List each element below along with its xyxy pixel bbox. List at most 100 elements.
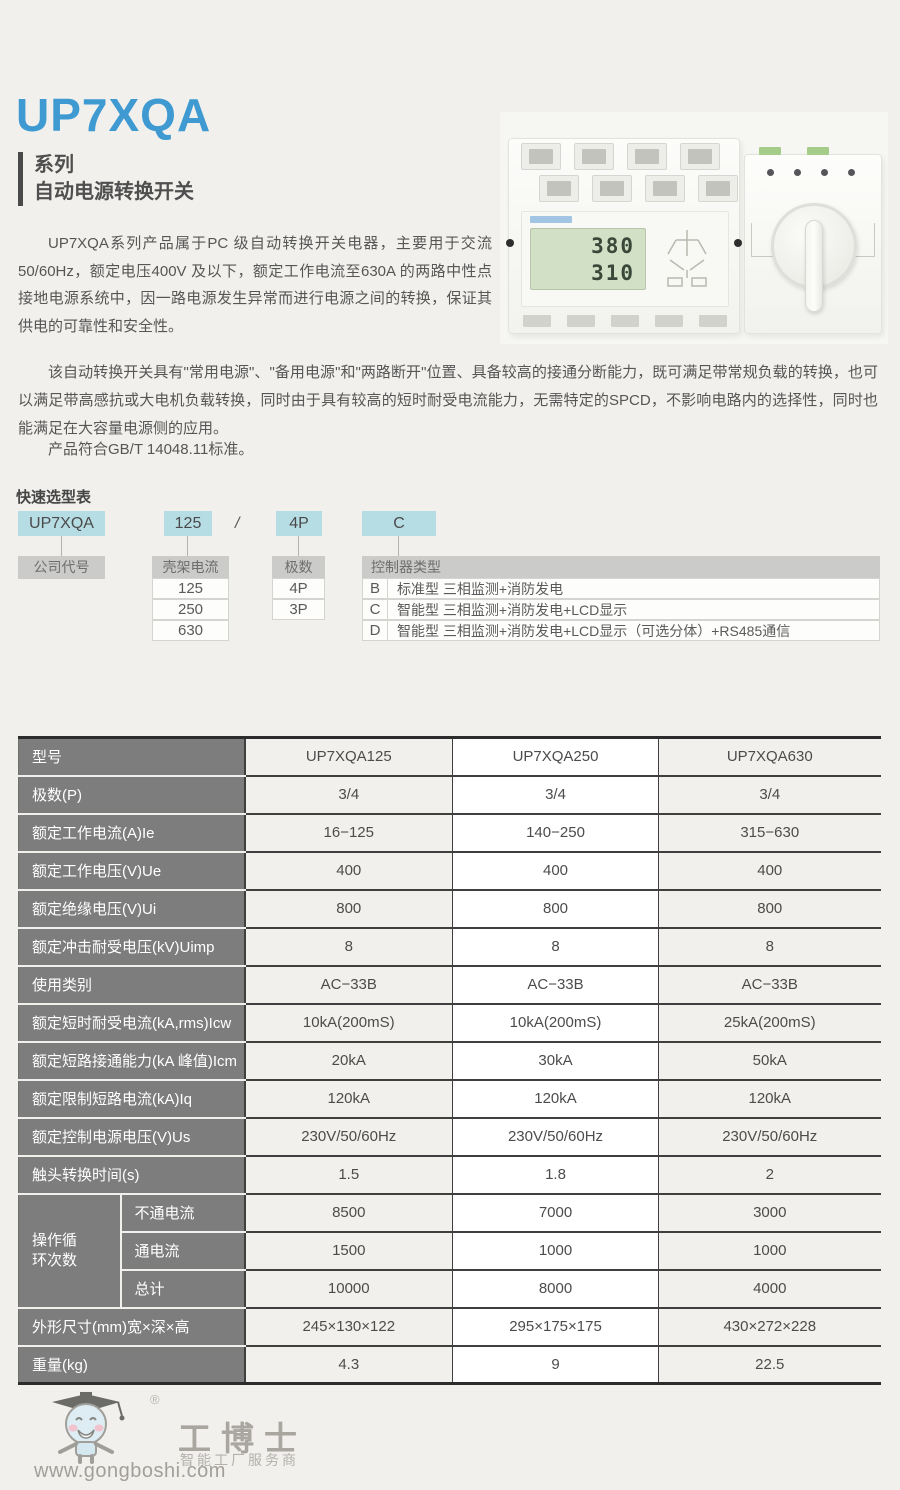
table-row: 通电流 1500 1000 1000 bbox=[19, 1231, 881, 1271]
cell: AC−33B bbox=[658, 965, 881, 1005]
website-text: www.gongboshi.com bbox=[34, 1460, 226, 1482]
table-row: 重量(kg) 4.3 9 22.5 bbox=[18, 1345, 881, 1384]
selector-code-current: 125 bbox=[164, 511, 212, 536]
row-label: 额定控制电源电压(V)Us bbox=[18, 1117, 245, 1157]
cell: 800 bbox=[243, 889, 453, 929]
cell: 10kA(200mS) bbox=[452, 1003, 659, 1043]
cell: 8 bbox=[658, 927, 881, 967]
lcd-display: 380 310 bbox=[530, 228, 646, 290]
table-row: 额定冲击耐受电压(kV)Uimp 8 8 8 bbox=[18, 927, 881, 967]
connector-line bbox=[398, 536, 399, 556]
subtitle-series: 系列 bbox=[34, 154, 74, 176]
cell: 2 bbox=[658, 1155, 881, 1195]
selector-heading: 快速选型表 bbox=[16, 489, 92, 506]
table-row: 额定短路接通能力(kA 峰值)Icm 20kA 30kA 50kA bbox=[18, 1041, 881, 1081]
cell: 8500 bbox=[243, 1193, 453, 1233]
cycle-group-label: 操作循 环次数 bbox=[18, 1193, 122, 1309]
row-label: 额定工作电流(A)Ie bbox=[18, 813, 245, 853]
cell: 400 bbox=[452, 851, 659, 891]
footer-logo: ® 工博士 智能工厂服务商 www.gongboshi.com bbox=[0, 1384, 420, 1490]
logo-text: 工博士 bbox=[178, 1419, 307, 1458]
intro-paragraph-2: 该自动转换开关具有"常用电源"、"备用电源"和"两路断开"位置、具备较高的接通分… bbox=[18, 364, 878, 437]
row-sublabel: 总计 bbox=[120, 1269, 245, 1309]
cell: 400 bbox=[658, 851, 881, 891]
intro-paragraph-1: UP7XQA系列产品属于PC 级自动转换开关电器，主要用于交流50/60Hz，额… bbox=[18, 235, 492, 335]
cell: AC−33B bbox=[243, 965, 453, 1005]
table-row: 使用类别 AC−33B AC−33B AC−33B bbox=[18, 965, 881, 1005]
cell: 22.5 bbox=[658, 1345, 881, 1384]
cell: UP7XQA250 bbox=[452, 737, 659, 777]
cell: 50kA bbox=[658, 1041, 881, 1081]
connector-line bbox=[61, 536, 62, 556]
table-row: 额定工作电流(A)Ie 16−125 140−250 315−630 bbox=[18, 813, 881, 853]
cell: 4000 bbox=[658, 1269, 881, 1309]
current-option: 630 bbox=[152, 620, 229, 641]
selector-label-controller: 控制器类型 bbox=[362, 556, 880, 579]
cell: 1000 bbox=[452, 1231, 659, 1271]
cell: 10kA(200mS) bbox=[243, 1003, 453, 1043]
controller-option-desc: 智能型 三相监测+消防发电+LCD显示（可选分体）+RS485通信 bbox=[387, 620, 880, 641]
rotary-knob bbox=[771, 203, 857, 312]
cell: 245×130×122 bbox=[243, 1307, 453, 1347]
cell: 4.3 bbox=[243, 1345, 453, 1384]
cell: 8000 bbox=[452, 1269, 659, 1309]
selector-code-controller: C bbox=[362, 511, 436, 536]
cell: 9 bbox=[452, 1345, 659, 1384]
cell: 800 bbox=[658, 889, 881, 929]
terminal-row-top bbox=[521, 143, 720, 170]
row-label: 额定限制短路电流(kA)Iq bbox=[18, 1079, 245, 1119]
cell: 7000 bbox=[452, 1193, 659, 1233]
display-panel: 380 310 bbox=[521, 211, 729, 307]
controller-option-desc: 标准型 三相监测+消防发电 bbox=[387, 578, 880, 599]
controller-option-desc: 智能型 三相监测+消防发电+LCD显示 bbox=[387, 599, 880, 620]
connector-line bbox=[298, 536, 299, 556]
cell: 230V/50/60Hz bbox=[452, 1117, 659, 1157]
cell: 430×272×228 bbox=[658, 1307, 881, 1347]
cell: 25kA(200mS) bbox=[658, 1003, 881, 1043]
selector-separator: / bbox=[235, 515, 240, 532]
controller-option-code: B bbox=[362, 578, 388, 599]
cell: 400 bbox=[243, 851, 453, 891]
registered-mark: ® bbox=[150, 1392, 160, 1407]
cell: 1.5 bbox=[243, 1155, 453, 1195]
pole-option: 4P bbox=[272, 578, 325, 599]
lcd-value-2: 310 bbox=[591, 261, 635, 285]
table-row: 操作循 环次数 不通电流 8500 7000 3000 bbox=[18, 1193, 881, 1309]
subtitle-product: 自动电源转换开关 bbox=[34, 181, 194, 203]
row-label: 极数(P) bbox=[18, 775, 245, 815]
cell: 8 bbox=[452, 927, 659, 967]
row-label: 额定工作电压(V)Ue bbox=[18, 851, 245, 891]
cell: 1.8 bbox=[452, 1155, 659, 1195]
cell: 3000 bbox=[658, 1193, 881, 1233]
cell: 230V/50/60Hz bbox=[658, 1117, 881, 1157]
cell: 120kA bbox=[452, 1079, 659, 1119]
row-sublabel: 通电流 bbox=[120, 1231, 245, 1271]
selector-code-company: UP7XQA bbox=[18, 511, 105, 536]
row-label: 重量(kg) bbox=[18, 1345, 245, 1384]
cell: 140−250 bbox=[452, 813, 659, 853]
standard-note: 产品符合GB/T 14048.11标准。 bbox=[48, 441, 254, 458]
connector-line bbox=[187, 536, 188, 556]
cell: AC−33B bbox=[452, 965, 659, 1005]
brand-mark bbox=[530, 216, 572, 223]
knob-handle bbox=[805, 220, 823, 312]
current-option: 250 bbox=[152, 599, 229, 620]
screw-dot bbox=[734, 239, 742, 247]
row-label: 额定绝缘电压(V)Ui bbox=[18, 889, 245, 929]
table-row: 总计 10000 8000 4000 bbox=[19, 1269, 881, 1309]
table-row: 额定控制电源电压(V)Us 230V/50/60Hz 230V/50/60Hz … bbox=[18, 1117, 881, 1157]
cell: 10000 bbox=[243, 1269, 453, 1309]
lcd-value-1: 380 bbox=[591, 234, 635, 258]
table-row: 外形尺寸(mm)宽×深×高 245×130×122 295×175×175 43… bbox=[18, 1307, 881, 1347]
switch-actuator-unit bbox=[744, 147, 882, 334]
table-row: 额定工作电压(V)Ue 400 400 400 bbox=[18, 851, 881, 891]
indicator-dots bbox=[767, 169, 855, 176]
cell: 3/4 bbox=[658, 775, 881, 815]
logo-tagline: 智能工厂服务商 bbox=[180, 1452, 299, 1468]
table-row: 额定限制短路电流(kA)Iq 120kA 120kA 120kA bbox=[18, 1079, 881, 1119]
wiring-diagram-icon bbox=[667, 230, 707, 287]
cell: 8 bbox=[243, 927, 453, 967]
selector-label-poles: 极数 bbox=[272, 556, 325, 579]
table-row: 极数(P) 3/4 3/4 3/4 bbox=[18, 775, 881, 815]
